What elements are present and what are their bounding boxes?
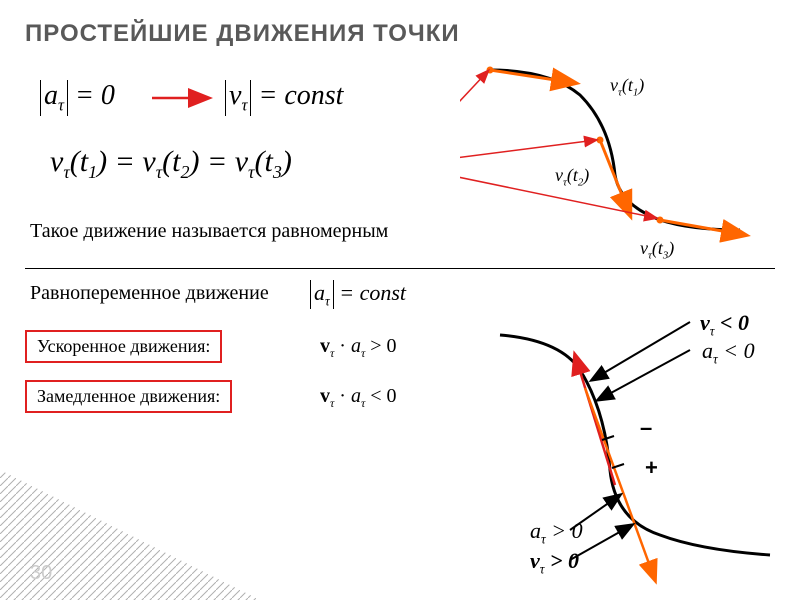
label-v-neg: vτ < 0 — [700, 310, 749, 339]
label-a-pos: aτ > 0 — [530, 518, 583, 547]
page-title: ПРОСТЕЙШИЕ ДВИЖЕНИЯ ТОЧКИ — [25, 20, 460, 48]
uniform-motion-text: Такое движение называется равномерным — [30, 220, 388, 243]
equation-v-equal: vτ(t1) = vτ(t2) = vτ(t3) — [50, 145, 292, 183]
label-vt1: vτ(t1) — [610, 75, 644, 99]
label-a-neg: aτ < 0 — [702, 338, 755, 367]
page-number: 30 — [30, 562, 52, 585]
label-v-pos: vτ > 0 — [530, 548, 579, 577]
label-vt3: vτ(t3) — [640, 238, 674, 262]
equation-a-zero: aτ = 0 — [40, 80, 115, 116]
decelerated-box: Замедленное движения: — [25, 380, 232, 413]
variable-motion-text: Равнопеременное движение — [30, 282, 269, 305]
equation-v-const: vτ = const — [225, 80, 343, 116]
divider — [25, 268, 775, 269]
condition-decel: vτ · aτ < 0 — [320, 385, 397, 411]
accelerated-box: Ускоренное движения: — [25, 330, 222, 363]
equation-a-const: aτ = const — [310, 280, 406, 309]
label-vt2: vτ(t2) — [555, 165, 589, 189]
condition-accel: vτ · aτ > 0 — [320, 335, 397, 361]
plus-sign: + — [645, 455, 658, 481]
implies-arrow — [150, 88, 220, 108]
minus-sign: – — [640, 415, 652, 441]
